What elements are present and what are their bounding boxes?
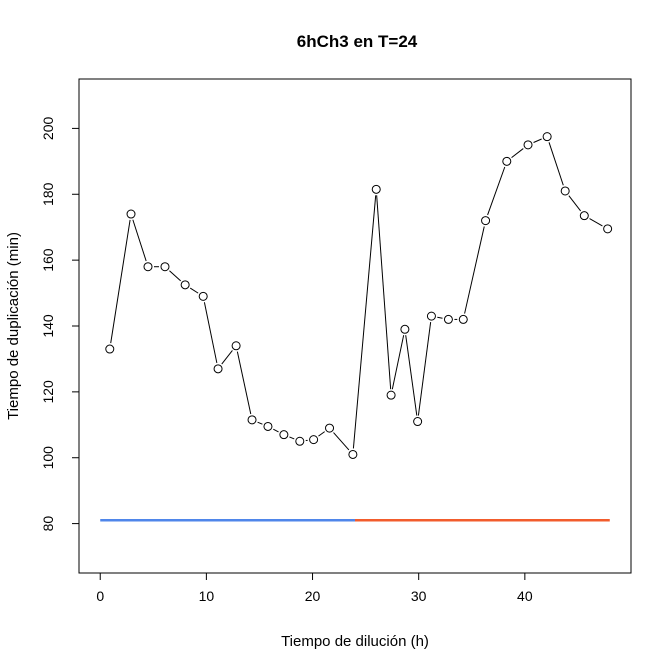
data-point [325,423,335,433]
data-point [105,344,115,354]
data-point [371,184,381,194]
y-tick-label: 80 [40,516,56,532]
y-tick-label: 180 [40,182,56,206]
y-tick-label: 120 [40,380,56,404]
x-tick-label: 20 [305,588,321,604]
series-line-segment [417,322,432,416]
data-point [295,436,305,446]
data-point [231,341,241,351]
x-tick-label: 10 [199,588,215,604]
series-line-segment [533,138,542,143]
series-line-segment [352,195,377,449]
data-point [481,216,491,226]
data-point [213,364,223,374]
x-tick-label: 40 [517,588,533,604]
data-point [413,417,423,427]
data-point [309,435,319,445]
series-line-segment [548,142,564,186]
x-axis-label: Tiempo de dilución (h) [281,633,429,650]
data-point [263,421,273,431]
y-tick-label: 160 [40,248,56,272]
x-tick-label: 0 [96,588,104,604]
series-line-segment [333,432,350,451]
series-line-segment [589,218,603,227]
data-point [126,209,136,219]
y-tick-label: 200 [40,117,56,141]
x-tick-label: 30 [411,588,427,604]
data-point [279,430,289,440]
series-line-segment [318,431,325,437]
series-line-segment [110,219,131,344]
data-point [160,262,170,272]
series-line-segment [257,421,263,425]
data-point [247,415,257,425]
data-point [523,140,533,150]
series-line-segment [568,195,582,212]
series-line-segment [464,226,485,314]
y-tick-label: 100 [40,446,56,470]
y-tick-label: 140 [40,314,56,338]
data-point [348,449,358,459]
series-line-segment [405,335,418,416]
y-axis-label: Tiempo de duplicación (min) [5,232,22,420]
series-line-segment [487,166,506,216]
series-line-segment [511,148,524,159]
data-point [579,211,589,221]
series-line-segment [376,195,392,390]
series-line-segment [169,270,182,282]
data-point [143,262,153,272]
series-line-segment [221,350,233,365]
series-line-segment [289,436,295,440]
series-line-segment [273,428,279,433]
data-point [400,324,410,334]
data-point [502,156,512,166]
series-line-segment [391,335,405,390]
data-point [426,311,436,321]
plot-frame [78,78,632,574]
data-point [560,186,570,196]
axes: 0 10 20 30 40 80 100 120 140 160 180 200 [40,117,533,604]
data-point [386,390,396,400]
data-point [443,314,453,324]
data-point [603,224,613,234]
series-line-segment [132,219,147,262]
series-line-segment [189,287,199,294]
data-point [180,280,190,290]
series-line-segment [203,302,218,364]
chart-title: 6hCh3 en T=24 [297,32,418,51]
series-line-segment [236,351,252,415]
data-point [542,132,552,142]
data-point [198,291,208,301]
data-point [458,314,468,324]
series-line-segment [437,316,443,319]
data-series [105,132,613,459]
